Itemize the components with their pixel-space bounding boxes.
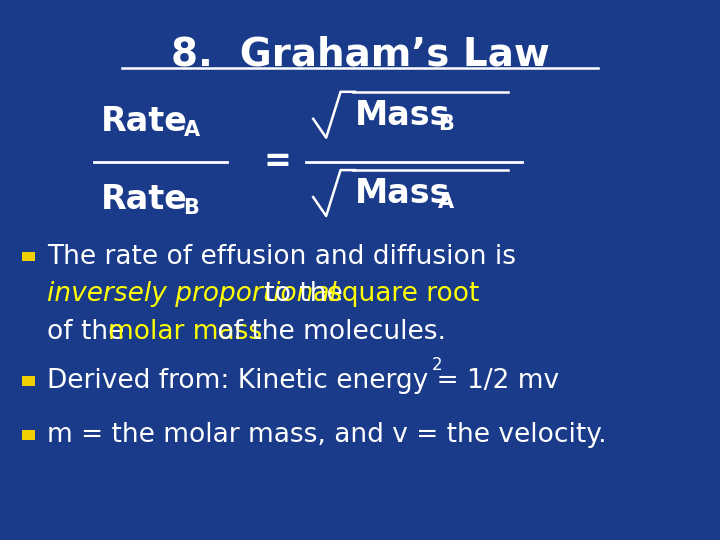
Text: square root: square root	[328, 281, 479, 307]
Text: molar mass: molar mass	[108, 319, 262, 345]
Bar	[22, 376, 35, 386]
Text: Mass: Mass	[355, 98, 451, 132]
Text: B: B	[438, 114, 454, 134]
Text: 2: 2	[432, 355, 443, 374]
Text: of the molecules.: of the molecules.	[209, 319, 446, 345]
Text: to the: to the	[256, 281, 351, 307]
Bar	[22, 252, 35, 261]
Text: Mass: Mass	[355, 177, 451, 210]
Text: =: =	[264, 145, 291, 179]
Text: Derived from: Kinetic energy = 1/2 mv: Derived from: Kinetic energy = 1/2 mv	[47, 368, 559, 394]
Text: 8.  Graham’s Law: 8. Graham’s Law	[171, 35, 549, 73]
Text: B: B	[184, 198, 199, 218]
Text: A: A	[184, 119, 199, 140]
Bar	[22, 430, 35, 440]
Text: Rate: Rate	[101, 183, 188, 217]
Text: of the: of the	[47, 319, 132, 345]
Text: A: A	[438, 192, 454, 213]
Text: The rate of effusion and diffusion is: The rate of effusion and diffusion is	[47, 244, 516, 269]
Text: Rate: Rate	[101, 105, 188, 138]
Text: inversely proportional: inversely proportional	[47, 281, 337, 307]
Text: m = the molar mass, and v = the velocity.: m = the molar mass, and v = the velocity…	[47, 422, 606, 448]
